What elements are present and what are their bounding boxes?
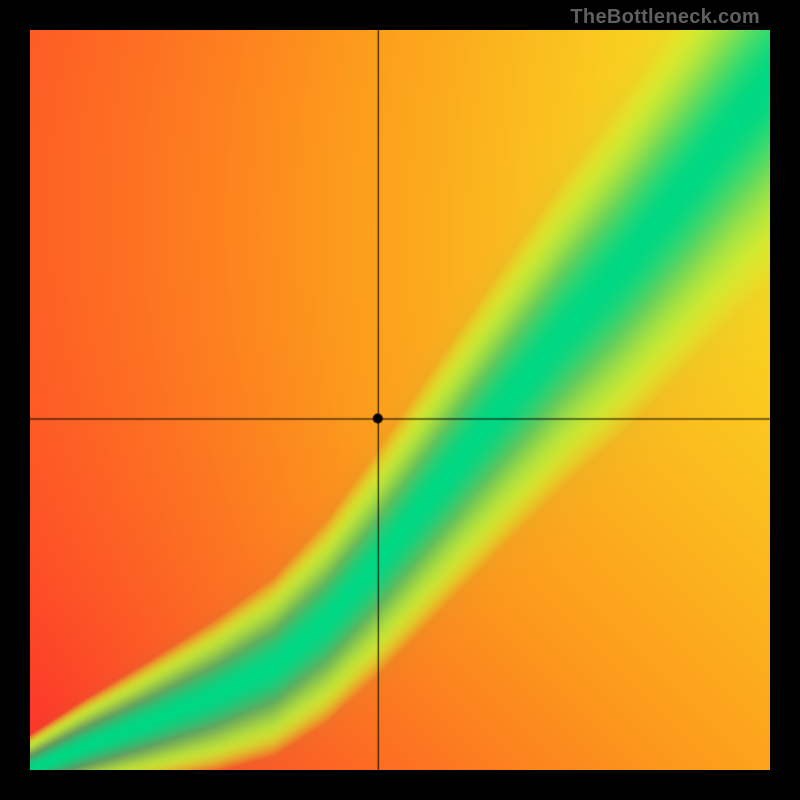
chart-container: TheBottleneck.com	[0, 0, 800, 800]
heatmap-canvas	[30, 30, 770, 770]
watermark-text: TheBottleneck.com	[570, 6, 760, 29]
